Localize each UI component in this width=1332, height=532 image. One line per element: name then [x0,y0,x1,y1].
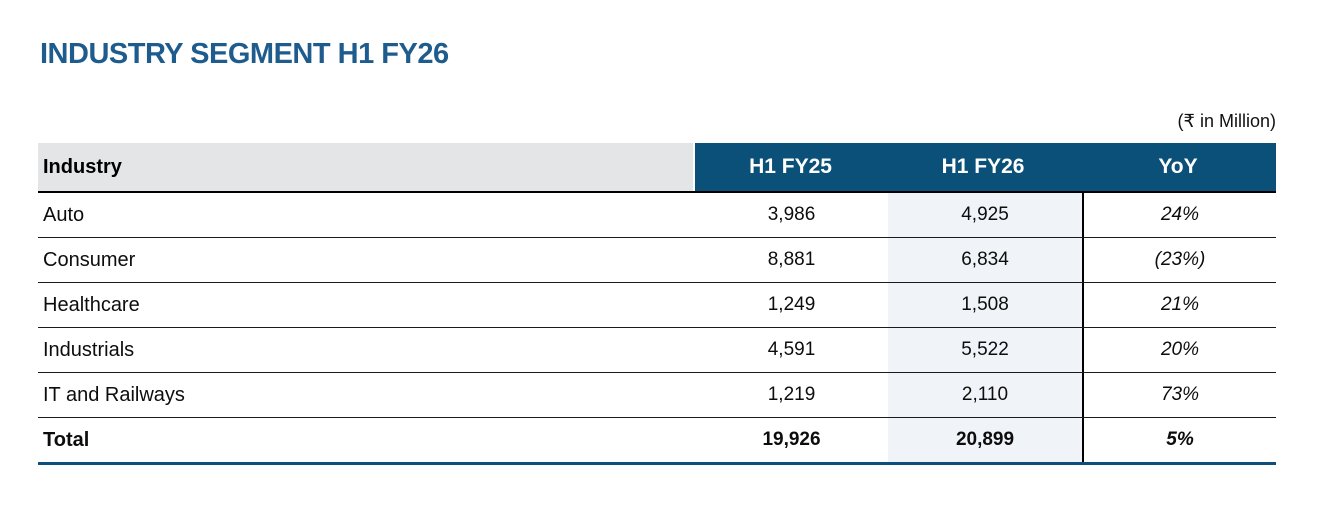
yoy-cell: 73% [1082,373,1276,417]
h1-fy26-cell: 2,110 [888,373,1082,417]
h1-fy26-cell: 1,508 [888,283,1082,327]
industry-cell: Healthcare [43,293,140,316]
yoy-cell: 24% [1082,193,1276,237]
total-h1-fy25-cell: 19,926 [762,429,821,450]
h1-fy26-cell: 4,925 [888,193,1082,237]
column-header-h1-fy25: H1 FY25 [749,155,832,178]
h1-fy25-cell: 4,591 [767,339,816,360]
h1-fy25-cell: 8,881 [767,249,816,270]
column-header-yoy: YoY [1158,155,1198,178]
industry-cell: IT and Railways [43,383,185,406]
industry-cell: Auto [43,203,85,226]
yoy-cell: 21% [1082,283,1276,327]
table-row: Auto 3,986 4,925 24% [38,193,1276,238]
yoy-cell: 20% [1082,328,1276,372]
table-row: Industrials 4,591 5,522 20% [38,328,1276,373]
total-yoy-cell: 5% [1082,418,1276,462]
table-row: Healthcare 1,249 1,508 21% [38,283,1276,328]
table-body: Auto 3,986 4,925 24% Consumer 8,881 6,83… [38,193,1276,418]
h1-fy26-cell: 5,522 [888,328,1082,372]
h1-fy26-cell: 6,834 [888,238,1082,282]
table-total-row: Total 19,926 20,899 5% [38,418,1276,465]
page-title: INDUSTRY SEGMENT H1 FY26 [40,38,449,70]
column-header-industry: Industry [38,143,693,191]
h1-fy25-cell: 1,249 [767,294,816,315]
header-blue-band: H1 FY25 H1 FY26 YoY [695,143,1276,191]
total-label-cell: Total [43,428,90,451]
industry-segment-table: Industry H1 FY25 H1 FY26 YoY Auto 3,986 … [38,143,1276,465]
total-h1-fy26-cell: 20,899 [888,418,1082,462]
industry-cell: Consumer [43,248,136,271]
table-row: Consumer 8,881 6,834 (23%) [38,238,1276,283]
industry-cell: Industrials [43,338,135,361]
table-row: IT and Railways 1,219 2,110 73% [38,373,1276,418]
h1-fy25-cell: 1,219 [767,384,816,405]
column-header-h1-fy26: H1 FY26 [941,155,1025,178]
h1-fy25-cell: 3,986 [767,204,816,225]
table-header-row: Industry H1 FY25 H1 FY26 YoY [38,143,1276,193]
currency-unit-note: (₹ in Million) [1177,111,1276,131]
yoy-cell: (23%) [1082,238,1276,282]
